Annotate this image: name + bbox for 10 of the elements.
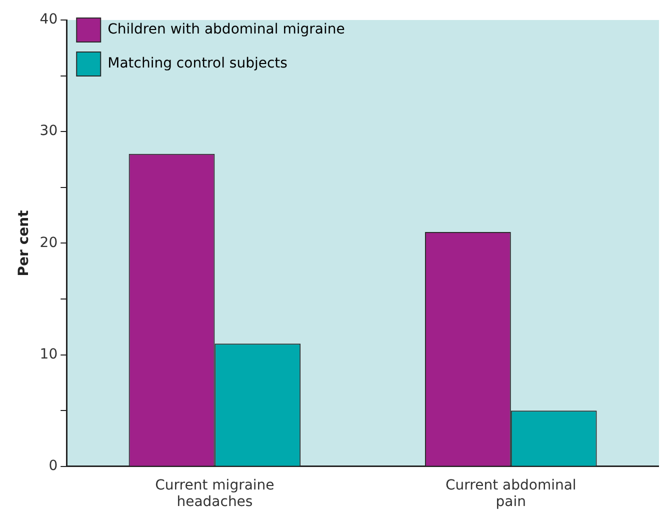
y-tick-label: 40 [40, 12, 58, 28]
x-tick-label: Current migraine headaches [155, 477, 274, 510]
y-axis-title: Per cent [16, 210, 32, 276]
x-tick-label: Current abdominal pain [445, 477, 576, 510]
y-tick-label: 20 [40, 234, 58, 251]
legend-label: Children with abdominal migraine [108, 22, 345, 38]
y-tick-label: 0 [48, 458, 58, 474]
y-tick-label: 10 [40, 346, 58, 362]
legend-label: Matching control subjects [108, 56, 288, 72]
y-tick-label: 30 [40, 123, 58, 140]
